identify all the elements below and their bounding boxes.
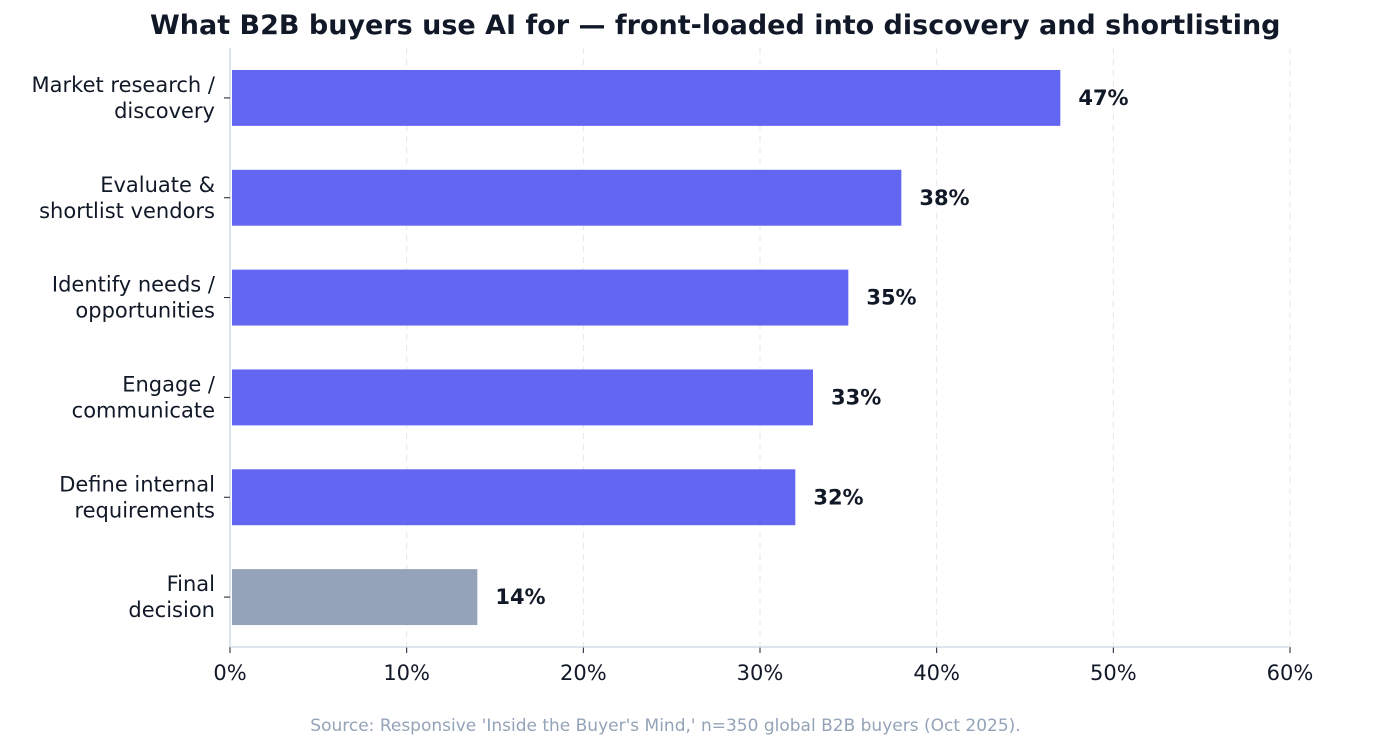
- bar: [232, 569, 478, 626]
- bar: [232, 469, 796, 526]
- chart-source-note: Source: Responsive 'Inside the Buyer's M…: [310, 716, 1021, 736]
- x-tick-label: 10%: [383, 661, 430, 685]
- value-label: 38%: [919, 186, 969, 210]
- value-label: 32%: [813, 485, 863, 509]
- category-label: Evaluate & shortlist vendors: [39, 173, 215, 223]
- category-label: Engage / communicate: [72, 372, 216, 422]
- x-tick-label: 30%: [737, 661, 784, 685]
- category-label: Market research / discovery: [32, 73, 216, 123]
- value-label: 33%: [831, 385, 881, 409]
- x-tick-label: 50%: [1090, 661, 1137, 685]
- x-tick-label: 0%: [213, 661, 246, 685]
- bar: [232, 69, 1061, 126]
- bar: [232, 169, 902, 226]
- chart-title: What B2B buyers use AI for — front-loade…: [150, 10, 1281, 41]
- value-label: 47%: [1078, 86, 1128, 110]
- value-label: 35%: [866, 286, 916, 310]
- category-label: Identify needs / opportunities: [52, 273, 216, 323]
- bar: [232, 369, 813, 426]
- category-label: Final decision: [128, 572, 215, 622]
- bar: [232, 269, 849, 326]
- x-tick-label: 20%: [560, 661, 607, 685]
- category-label: Define internal requirements: [59, 472, 215, 522]
- value-label: 14%: [495, 585, 545, 609]
- x-tick-label: 60%: [1267, 661, 1314, 685]
- x-tick-label: 40%: [913, 661, 960, 685]
